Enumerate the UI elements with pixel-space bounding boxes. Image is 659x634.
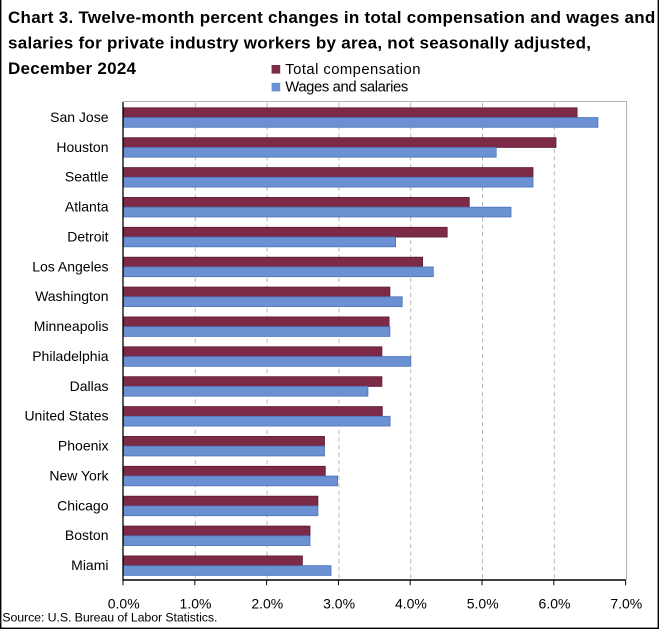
- svg-text:New York: New York: [49, 467, 109, 483]
- svg-text:Washington: Washington: [35, 288, 108, 304]
- svg-text:6.0%: 6.0%: [539, 595, 571, 611]
- svg-text:2.0%: 2.0%: [251, 595, 283, 611]
- svg-text:Dallas: Dallas: [70, 378, 109, 394]
- svg-text:Source: U.S. Bureau of Labor S: Source: U.S. Bureau of Labor Statistics.: [2, 610, 217, 624]
- svg-text:San Jose: San Jose: [50, 109, 109, 125]
- svg-text:Chart 3. Twelve-month percent: Chart 3. Twelve-month percent changes in…: [8, 8, 656, 27]
- svg-text:Phoenix: Phoenix: [58, 438, 109, 454]
- svg-text:Total compensation: Total compensation: [285, 62, 421, 78]
- svg-text:Boston: Boston: [65, 527, 109, 543]
- svg-text:Atlanta: Atlanta: [65, 199, 109, 215]
- svg-text:Chicago: Chicago: [57, 497, 109, 513]
- svg-text:Los Angeles: Los Angeles: [32, 258, 108, 274]
- svg-text:Philadelphia: Philadelphia: [32, 348, 108, 364]
- svg-text:Minneapolis: Minneapolis: [34, 318, 109, 334]
- svg-text:Seattle: Seattle: [65, 169, 109, 185]
- svg-text:December 2024: December 2024: [8, 59, 137, 78]
- svg-text:Houston: Houston: [56, 139, 108, 155]
- svg-text:0.0%: 0.0%: [108, 595, 140, 611]
- svg-text:5.0%: 5.0%: [467, 595, 499, 611]
- svg-text:United States: United States: [24, 408, 108, 424]
- svg-text:Miami: Miami: [71, 557, 108, 573]
- svg-text:1.0%: 1.0%: [180, 595, 212, 611]
- svg-text:salaries for private industry: salaries for private industry workers by…: [8, 34, 591, 53]
- svg-text:Detroit: Detroit: [67, 228, 108, 244]
- svg-text:3.0%: 3.0%: [323, 595, 355, 611]
- svg-text:Wages and salaries: Wages and salaries: [285, 80, 408, 96]
- svg-text:7.0%: 7.0%: [610, 595, 642, 611]
- svg-text:4.0%: 4.0%: [395, 595, 427, 611]
